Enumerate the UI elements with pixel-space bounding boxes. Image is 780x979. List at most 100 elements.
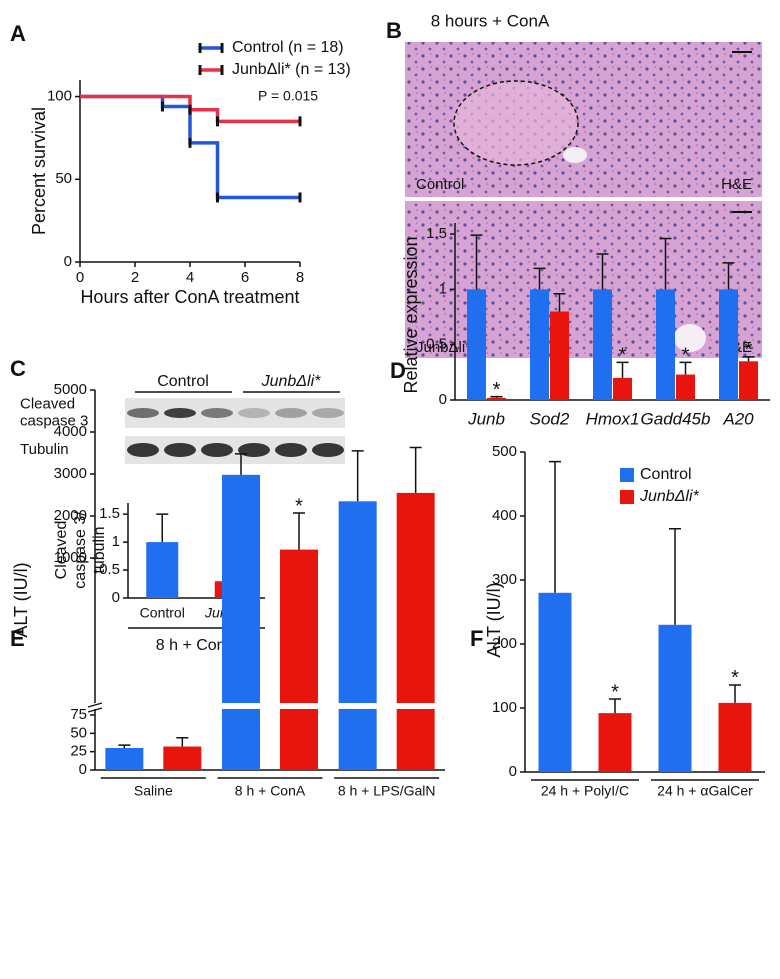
bar xyxy=(396,492,435,770)
significance-star: * xyxy=(619,345,627,367)
x-axis-label: 8 h + ConA xyxy=(156,637,237,654)
bar xyxy=(146,542,179,598)
y-tick-label: 50 xyxy=(70,724,87,741)
y-tick-label: 5000 xyxy=(54,381,87,398)
bar xyxy=(222,474,260,770)
stain-label: H&E xyxy=(721,176,752,193)
error-bar xyxy=(553,293,566,312)
error-bar xyxy=(596,253,609,290)
bar xyxy=(718,702,752,772)
bar xyxy=(550,311,569,400)
panel-title: 8 hours + ConA xyxy=(431,11,550,30)
blot-row-label: Cleaved xyxy=(20,395,75,412)
error-bar xyxy=(729,684,741,703)
axis-break-gap xyxy=(221,703,261,709)
significance-star: * xyxy=(295,495,303,517)
bar xyxy=(467,289,486,400)
blot-group-label: Control xyxy=(157,373,209,390)
y-tick-label: 100 xyxy=(492,699,517,716)
error-bar xyxy=(470,234,483,290)
y-tick-label: 3000 xyxy=(54,465,87,482)
y-tick-label: 4000 xyxy=(54,423,87,440)
y-tick-label: 0.5 xyxy=(426,336,447,353)
x-tick-label: 8 h + ConA xyxy=(235,783,306,799)
error-bar xyxy=(659,237,672,290)
annotation: P = 0.015 xyxy=(258,88,318,104)
x-tick-label: A20 xyxy=(722,409,754,428)
x-tick-label: Hmox1 xyxy=(586,409,640,428)
blot-band xyxy=(201,408,233,418)
error-bar xyxy=(609,698,621,714)
y-tick-label: 0 xyxy=(79,761,87,778)
bar xyxy=(598,713,632,772)
blot-row xyxy=(125,398,345,428)
blot-band xyxy=(164,443,196,457)
blot-group-label: JunbΔli* xyxy=(261,373,322,390)
blot-band xyxy=(275,408,307,418)
axis-break-gap xyxy=(337,703,378,709)
blot-band xyxy=(164,408,196,418)
legend-label: JunbΔli* xyxy=(639,488,700,505)
error-bar xyxy=(235,453,247,475)
blot-band xyxy=(312,408,344,418)
panel-letter: D xyxy=(390,358,406,383)
bar xyxy=(739,361,758,400)
blot-band xyxy=(127,408,159,418)
y-tick-label: 1000 xyxy=(54,549,87,566)
y-tick-label: 1 xyxy=(439,280,447,297)
y-tick-label: 300 xyxy=(492,571,517,588)
micrographs xyxy=(405,42,762,358)
error-bar xyxy=(722,262,735,290)
legend-label: Control xyxy=(640,466,692,483)
bar xyxy=(338,501,377,770)
y-tick-label: 25 xyxy=(70,743,87,760)
x-tick-label: Saline xyxy=(134,783,173,799)
blot-row xyxy=(125,436,345,464)
axis-break-gap xyxy=(395,703,436,709)
error-bar xyxy=(176,736,189,747)
bar xyxy=(487,397,506,400)
bar xyxy=(613,377,632,400)
x-tick-label: 8 xyxy=(296,269,304,286)
error-bar xyxy=(616,361,629,378)
y-tick-label: 0 xyxy=(509,763,517,780)
x-tick-label: 24 h + αGalCer xyxy=(657,783,753,799)
necrotic-area xyxy=(454,81,578,165)
x-tick-label: Sod2 xyxy=(530,409,570,428)
x-tick-label: Gadd45b xyxy=(641,409,711,428)
error-bar xyxy=(533,267,546,290)
bar xyxy=(530,289,549,400)
axis-break xyxy=(89,703,101,709)
error-bar xyxy=(351,450,364,502)
image-label: JunbΔli* xyxy=(416,339,471,356)
bar xyxy=(280,549,318,770)
legend-swatch xyxy=(620,490,634,504)
blot-row-label: caspase 3 xyxy=(20,412,88,429)
y-axis-label: Cleaved xyxy=(53,521,70,580)
y-axis-label: ALT (IU/l) xyxy=(484,582,504,657)
y-tick-label: 0 xyxy=(112,589,120,606)
y-axis-label: Percent survival xyxy=(29,107,49,235)
panel-letter: E xyxy=(10,626,25,651)
vessel xyxy=(563,147,587,163)
micrograph-junb xyxy=(405,201,762,358)
y-axis-label: Relative expression xyxy=(401,236,421,393)
error-bar xyxy=(742,356,755,362)
y-tick-label: 2000 xyxy=(54,507,87,524)
legend-label: JunbΔli* (n = 13) xyxy=(232,61,351,78)
x-tick-label: 24 h + PolyI/C xyxy=(541,783,629,799)
y-tick-label: 1.5 xyxy=(426,225,447,242)
panel-letter: F xyxy=(470,626,483,651)
error-bar xyxy=(409,446,422,493)
panel-letter: A xyxy=(10,21,26,46)
y-tick-label: 75 xyxy=(70,706,87,723)
y-axis-label: tubulin xyxy=(91,526,108,573)
y-tick-label: 0 xyxy=(64,253,72,270)
x-tick-label: Control xyxy=(140,605,185,621)
blot-band xyxy=(238,443,270,457)
bar xyxy=(676,374,695,400)
blot-band xyxy=(238,408,270,418)
axis-break-gap xyxy=(279,703,319,709)
x-tick-label: 8 h + LPS/GalN xyxy=(338,783,436,799)
